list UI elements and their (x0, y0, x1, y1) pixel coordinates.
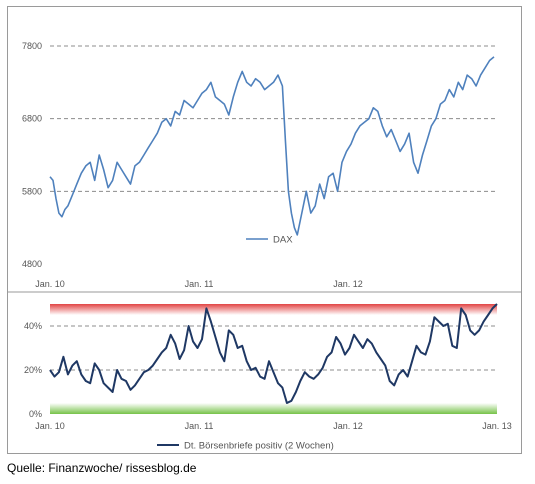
x-tick-label: Jan. 13 (482, 421, 512, 431)
sentiment-chart: 0% 20% 40% Jan. 10 Jan. 11 Jan. 12 Jan. 13 Dt. … (24, 303, 512, 452)
y-tick-label: 0% (29, 409, 42, 419)
x-tick-label: Jan. 12 (333, 421, 363, 431)
y-tick-label: 5800 (22, 186, 42, 196)
dax-chart: 4800 5800 6800 7800 Jan. 10 Jan. 11 Jan. 12 DAX (22, 41, 497, 289)
x-tick-label: Jan. 10 (35, 279, 65, 289)
x-tick-label: Jan. 12 (333, 279, 363, 289)
zone-band (50, 304, 497, 315)
y-tick-label: 7800 (22, 41, 42, 51)
y-tick-label: 4800 (22, 259, 42, 269)
x-tick-label: Jan. 11 (185, 279, 214, 289)
zone-band (50, 403, 497, 414)
y-tick-label: 6800 (22, 114, 42, 124)
y-tick-label: 20% (24, 365, 42, 375)
series-line (49, 56, 495, 236)
legend-label: DAX (273, 235, 293, 246)
y-tick-label: 40% (24, 321, 42, 331)
x-tick-label: Jan. 11 (185, 421, 214, 431)
series-line (49, 303, 498, 404)
legend-label: Dt. Börsenbriefe positiv (2 Wochen) (184, 441, 334, 452)
source-caption: Quelle: Finanzwoche/ rissesblog.de (7, 461, 197, 475)
x-tick-label: Jan. 10 (35, 421, 65, 431)
